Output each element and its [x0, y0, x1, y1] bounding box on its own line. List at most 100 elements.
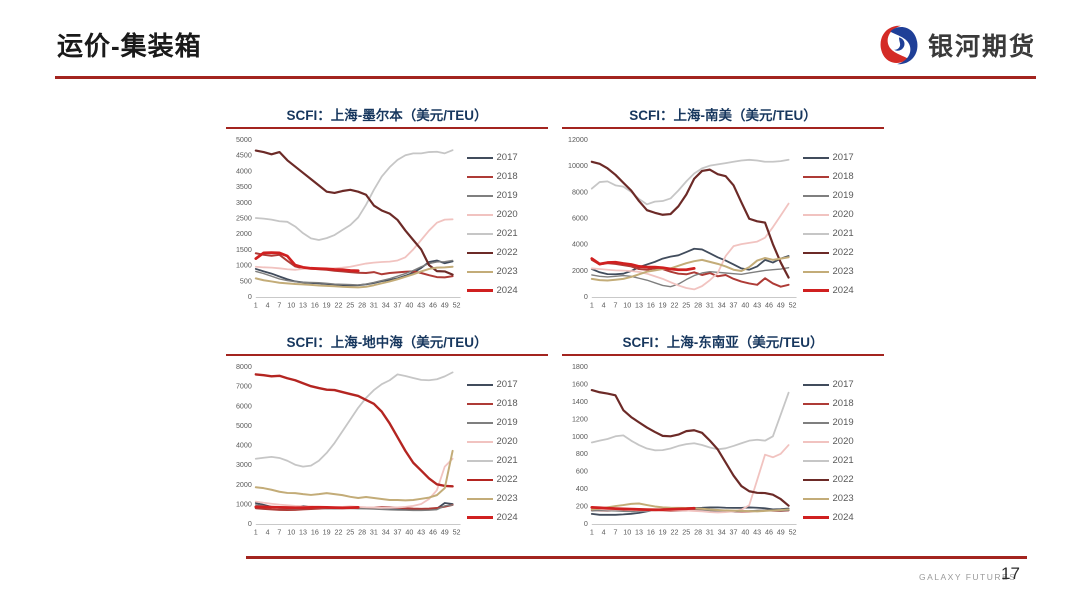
legend-label: 2023	[832, 493, 854, 504]
legend-item-2020: 2020	[466, 209, 548, 220]
y-tick-label: 1000	[572, 433, 588, 441]
chart-legend: 2017 2018 2019 2020 2021 2022 2023 2024	[465, 131, 548, 317]
x-tick-label: 49	[441, 301, 449, 309]
legend-label: 2020	[832, 209, 854, 220]
y-tick-label: 8000	[236, 363, 252, 371]
y-tick-label: 2000	[236, 230, 252, 238]
legend-swatch	[466, 270, 493, 273]
y-tick-label: 5000	[236, 136, 252, 144]
x-tick-label: 1	[590, 301, 594, 309]
x-tick-label: 25	[682, 528, 690, 536]
series-line-2021	[254, 371, 454, 468]
legend-swatch	[466, 402, 493, 405]
x-tick-label: 13	[635, 528, 643, 536]
chart-body: 0 2000 4000 6000 8000 10000 12000 1 4 7 10 13 16 19 22…	[562, 131, 884, 317]
chart-block-3: SCFI：上海-东南亚（美元/TEU） 0 200 400 600 800 1000 1200…	[562, 327, 884, 544]
legend-item-2017: 2017	[802, 379, 884, 390]
legend-label: 2024	[832, 285, 854, 296]
logo-text: 银河期货	[928, 33, 1037, 61]
y-tick-label: 500	[240, 277, 252, 285]
legend-swatch	[802, 175, 829, 178]
legend-label: 2019	[832, 190, 854, 201]
legend-item-2019: 2019	[466, 190, 548, 201]
legend-swatch	[466, 289, 493, 292]
legend-label: 2023	[496, 493, 518, 504]
legend-label: 2019	[496, 190, 518, 201]
x-tick-label: 7	[613, 301, 617, 309]
y-tick-label: 200	[576, 503, 588, 511]
legend-swatch	[802, 194, 829, 197]
chart-plot: 0 500 1000 1500 2000 2500 3000 3500 4000 4500 5000…	[236, 136, 461, 309]
y-tick-label: 12000	[568, 136, 588, 144]
legend-label: 2023	[496, 266, 518, 277]
legend-label: 2022	[496, 247, 518, 258]
y-tick-label: 7000	[236, 383, 252, 391]
legend-item-2020: 2020	[466, 436, 548, 447]
legend-item-2023: 2023	[802, 266, 884, 277]
y-tick-label: 4500	[236, 152, 252, 160]
series-line-2020	[254, 457, 454, 509]
legend-swatch	[466, 497, 493, 500]
series-line-2023	[590, 256, 790, 282]
legend-swatch	[802, 421, 829, 424]
series-line-2024	[254, 505, 360, 510]
x-tick-label: 31	[706, 301, 714, 309]
x-tick-label: 28	[694, 301, 702, 309]
footer-brand: GALAXY FUTURES	[919, 572, 1017, 582]
x-tick-label: 46	[429, 528, 437, 536]
legend-label: 2022	[832, 247, 854, 258]
legend-label: 2024	[832, 512, 854, 523]
x-tick-label: 49	[777, 528, 785, 536]
series-line-2020	[590, 444, 790, 514]
y-tick-label: 1500	[236, 246, 252, 254]
series-line-2021	[590, 391, 790, 452]
page-number: 17	[1001, 564, 1020, 583]
legend-label: 2024	[496, 512, 518, 523]
legend-label: 2023	[832, 266, 854, 277]
chart-body: 0 500 1000 1500 2000 2500 3000 3500 4000 4500 5000…	[226, 131, 548, 317]
x-tick-label: 4	[602, 528, 606, 536]
x-tick-label: 7	[613, 528, 617, 536]
x-tick-label: 34	[382, 301, 390, 309]
legend-item-2018: 2018	[466, 171, 548, 182]
x-tick-label: 25	[682, 301, 690, 309]
x-tick-label: 1	[590, 528, 594, 536]
header-divider	[55, 76, 1036, 79]
legend-swatch	[802, 289, 829, 292]
legend-item-2023: 2023	[802, 493, 884, 504]
legend-label: 2021	[832, 228, 854, 239]
chart-legend: 2017 2018 2019 2020 2021 2022 2023 2024	[801, 358, 884, 544]
chart-legend: 2017 2018 2019 2020 2021 2022 2023 2024	[465, 358, 548, 544]
series-line-2020	[254, 218, 454, 271]
legend-label: 2024	[496, 285, 518, 296]
page-title: 运价-集装箱	[57, 31, 202, 61]
legend-item-2024: 2024	[466, 512, 548, 523]
series-line-2021	[254, 149, 454, 241]
legend-label: 2020	[496, 209, 518, 220]
legend-item-2021: 2021	[802, 455, 884, 466]
legend-item-2023: 2023	[466, 266, 548, 277]
legend-item-2021: 2021	[802, 228, 884, 239]
legend-item-2024: 2024	[802, 285, 884, 296]
y-tick-label: 8000	[572, 188, 588, 196]
series-line-2024	[590, 505, 696, 512]
x-tick-label: 28	[358, 528, 366, 536]
x-tick-label: 16	[647, 301, 655, 309]
legend-label: 2017	[496, 152, 518, 163]
x-tick-label: 28	[694, 528, 702, 536]
legend-label: 2018	[832, 171, 854, 182]
galaxy-futures-logo: 银河期货	[876, 22, 1036, 68]
x-tick-label: 34	[382, 528, 390, 536]
chart-title: SCFI：上海-东南亚（美元/TEU）	[622, 335, 824, 350]
legend-item-2018: 2018	[802, 171, 884, 182]
series-line-2017	[590, 247, 790, 276]
legend-label: 2018	[832, 398, 854, 409]
legend-item-2022: 2022	[466, 247, 548, 258]
x-tick-label: 43	[753, 528, 761, 536]
x-tick-label: 10	[623, 301, 631, 309]
x-tick-label: 37	[730, 301, 738, 309]
legend-item-2018: 2018	[802, 398, 884, 409]
chart-body: 0 200 400 600 800 1000 1200 1400 1600 1800 1 4 7 10 13…	[562, 358, 884, 544]
legend-item-2018: 2018	[466, 398, 548, 409]
x-tick-label: 40	[405, 301, 413, 309]
